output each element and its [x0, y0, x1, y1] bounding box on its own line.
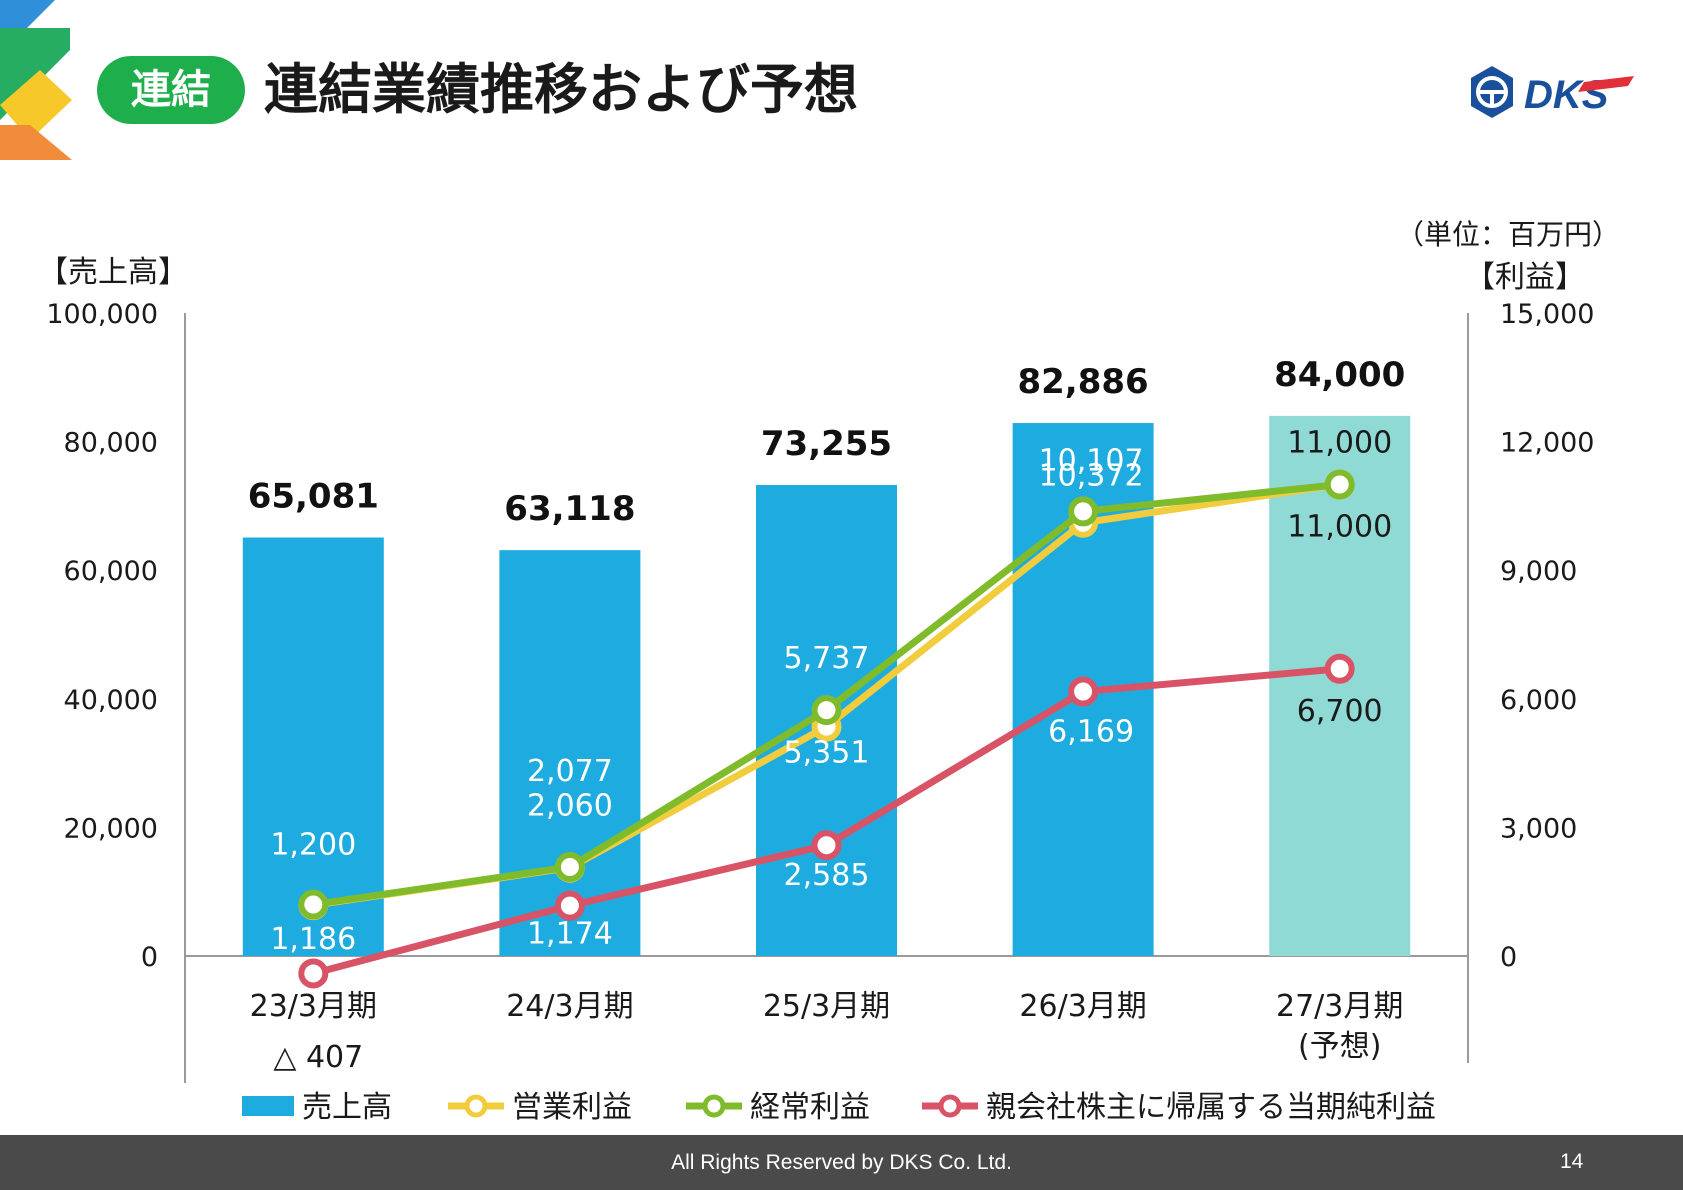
unit-note: （単位：百万円） [1396, 218, 1620, 251]
page-number: 14 [1560, 1150, 1584, 1173]
series-3-point [811, 830, 842, 861]
series-3-point [298, 958, 329, 989]
series-3-point [554, 890, 585, 921]
category-label: 26/3月期 [1019, 989, 1146, 1024]
legend-bar-label: 売上高 [302, 1090, 392, 1125]
right-tick-label: 12,000 [1500, 428, 1594, 459]
legend-bar-swatch [242, 1096, 294, 1116]
series-2-point [298, 889, 329, 920]
bar-value-label: 84,000 [1274, 355, 1405, 395]
series-1-value-label: 10,107 [1039, 444, 1144, 479]
category-sublabel: (予想) [1298, 1029, 1381, 1064]
bar-2 [499, 550, 641, 956]
category-label: 24/3月期 [506, 989, 633, 1024]
series-3-value-label: 1,174 [527, 917, 613, 952]
series-1-value-label: 2,060 [527, 789, 613, 824]
page-title: 連結業績推移および予想 [264, 58, 858, 121]
series-2-point [811, 695, 842, 726]
bar-value-label: 73,255 [761, 424, 892, 464]
series-1-value-label: 1,186 [270, 922, 356, 957]
bar-5 [1269, 415, 1411, 956]
footer-copyright: All Rights Reserved by DKS Co. Ltd. [671, 1151, 1012, 1174]
left-tick-label: 20,000 [64, 813, 158, 844]
left-tick-label: 60,000 [64, 556, 158, 587]
right-tick-label: 0 [1500, 942, 1517, 973]
series-3-value-label: 2,585 [784, 858, 870, 893]
series-1-value-label: 11,000 [1287, 509, 1392, 544]
series-2-value-label: 2,077 [527, 754, 613, 789]
series-1-value-label: 5,351 [784, 736, 870, 771]
consolidated-badge: 連結 [97, 56, 245, 124]
series-2-value-label: 1,200 [270, 828, 356, 863]
legend-line-label: 営業利益 [512, 1090, 632, 1125]
chart: （単位：百万円） 【売上高】 【利益】 0 20,000 40,000 60,000 8… [38, 218, 1620, 1125]
legend-marker [702, 1094, 726, 1118]
category-label: 25/3月期 [763, 989, 890, 1024]
series-2-value-label: 5,737 [784, 641, 870, 676]
footer: All Rights Reserved by DKS Co. Ltd. 14 [0, 1135, 1683, 1190]
bar-value-label: 82,886 [1017, 362, 1148, 402]
category-label: 27/3月期 [1276, 989, 1403, 1024]
series-2-value-label: 11,000 [1287, 425, 1392, 460]
series-2-point [1324, 469, 1355, 500]
series-2-point [554, 851, 585, 882]
series-3-value-label: 6,169 [1048, 715, 1134, 750]
bar-value-label: 65,081 [248, 477, 379, 517]
left-tick-label: 0 [141, 942, 158, 973]
left-tick-label: 40,000 [64, 685, 158, 716]
legend-line-label: 経常利益 [750, 1090, 870, 1125]
series-2-point [1068, 496, 1099, 527]
left-tick-label: 100,000 [46, 299, 158, 330]
legend-marker [938, 1094, 962, 1118]
right-axis-label: 【利益】 [1465, 260, 1585, 295]
series-3-point [1068, 676, 1099, 707]
series-2-value-label: 10,372 [1039, 458, 1144, 493]
right-tick-label: 9,000 [1500, 556, 1577, 587]
left-axis-label: 【売上高】 [38, 255, 188, 290]
series-3-value-label: 6,700 [1297, 694, 1383, 729]
legend-marker [464, 1094, 488, 1118]
legend-line-label: 親会社株主に帰属する当期純利益 [986, 1090, 1436, 1125]
category-label: 23/3月期 [250, 989, 377, 1024]
right-tick-label: 15,000 [1500, 299, 1594, 330]
left-tick-label: 80,000 [64, 428, 158, 459]
right-tick-label: 3,000 [1500, 813, 1577, 844]
right-tick-label: 6,000 [1500, 685, 1577, 716]
bar-value-label: 63,118 [504, 489, 635, 529]
dks-logo: DKS [1471, 66, 1634, 118]
series-3-value-label: △ 407 [273, 1040, 363, 1075]
corner-logo-graphic [0, 0, 72, 160]
series-3-point [1324, 653, 1355, 684]
logo-text: DKS [1524, 73, 1609, 117]
bar-1 [242, 537, 384, 956]
